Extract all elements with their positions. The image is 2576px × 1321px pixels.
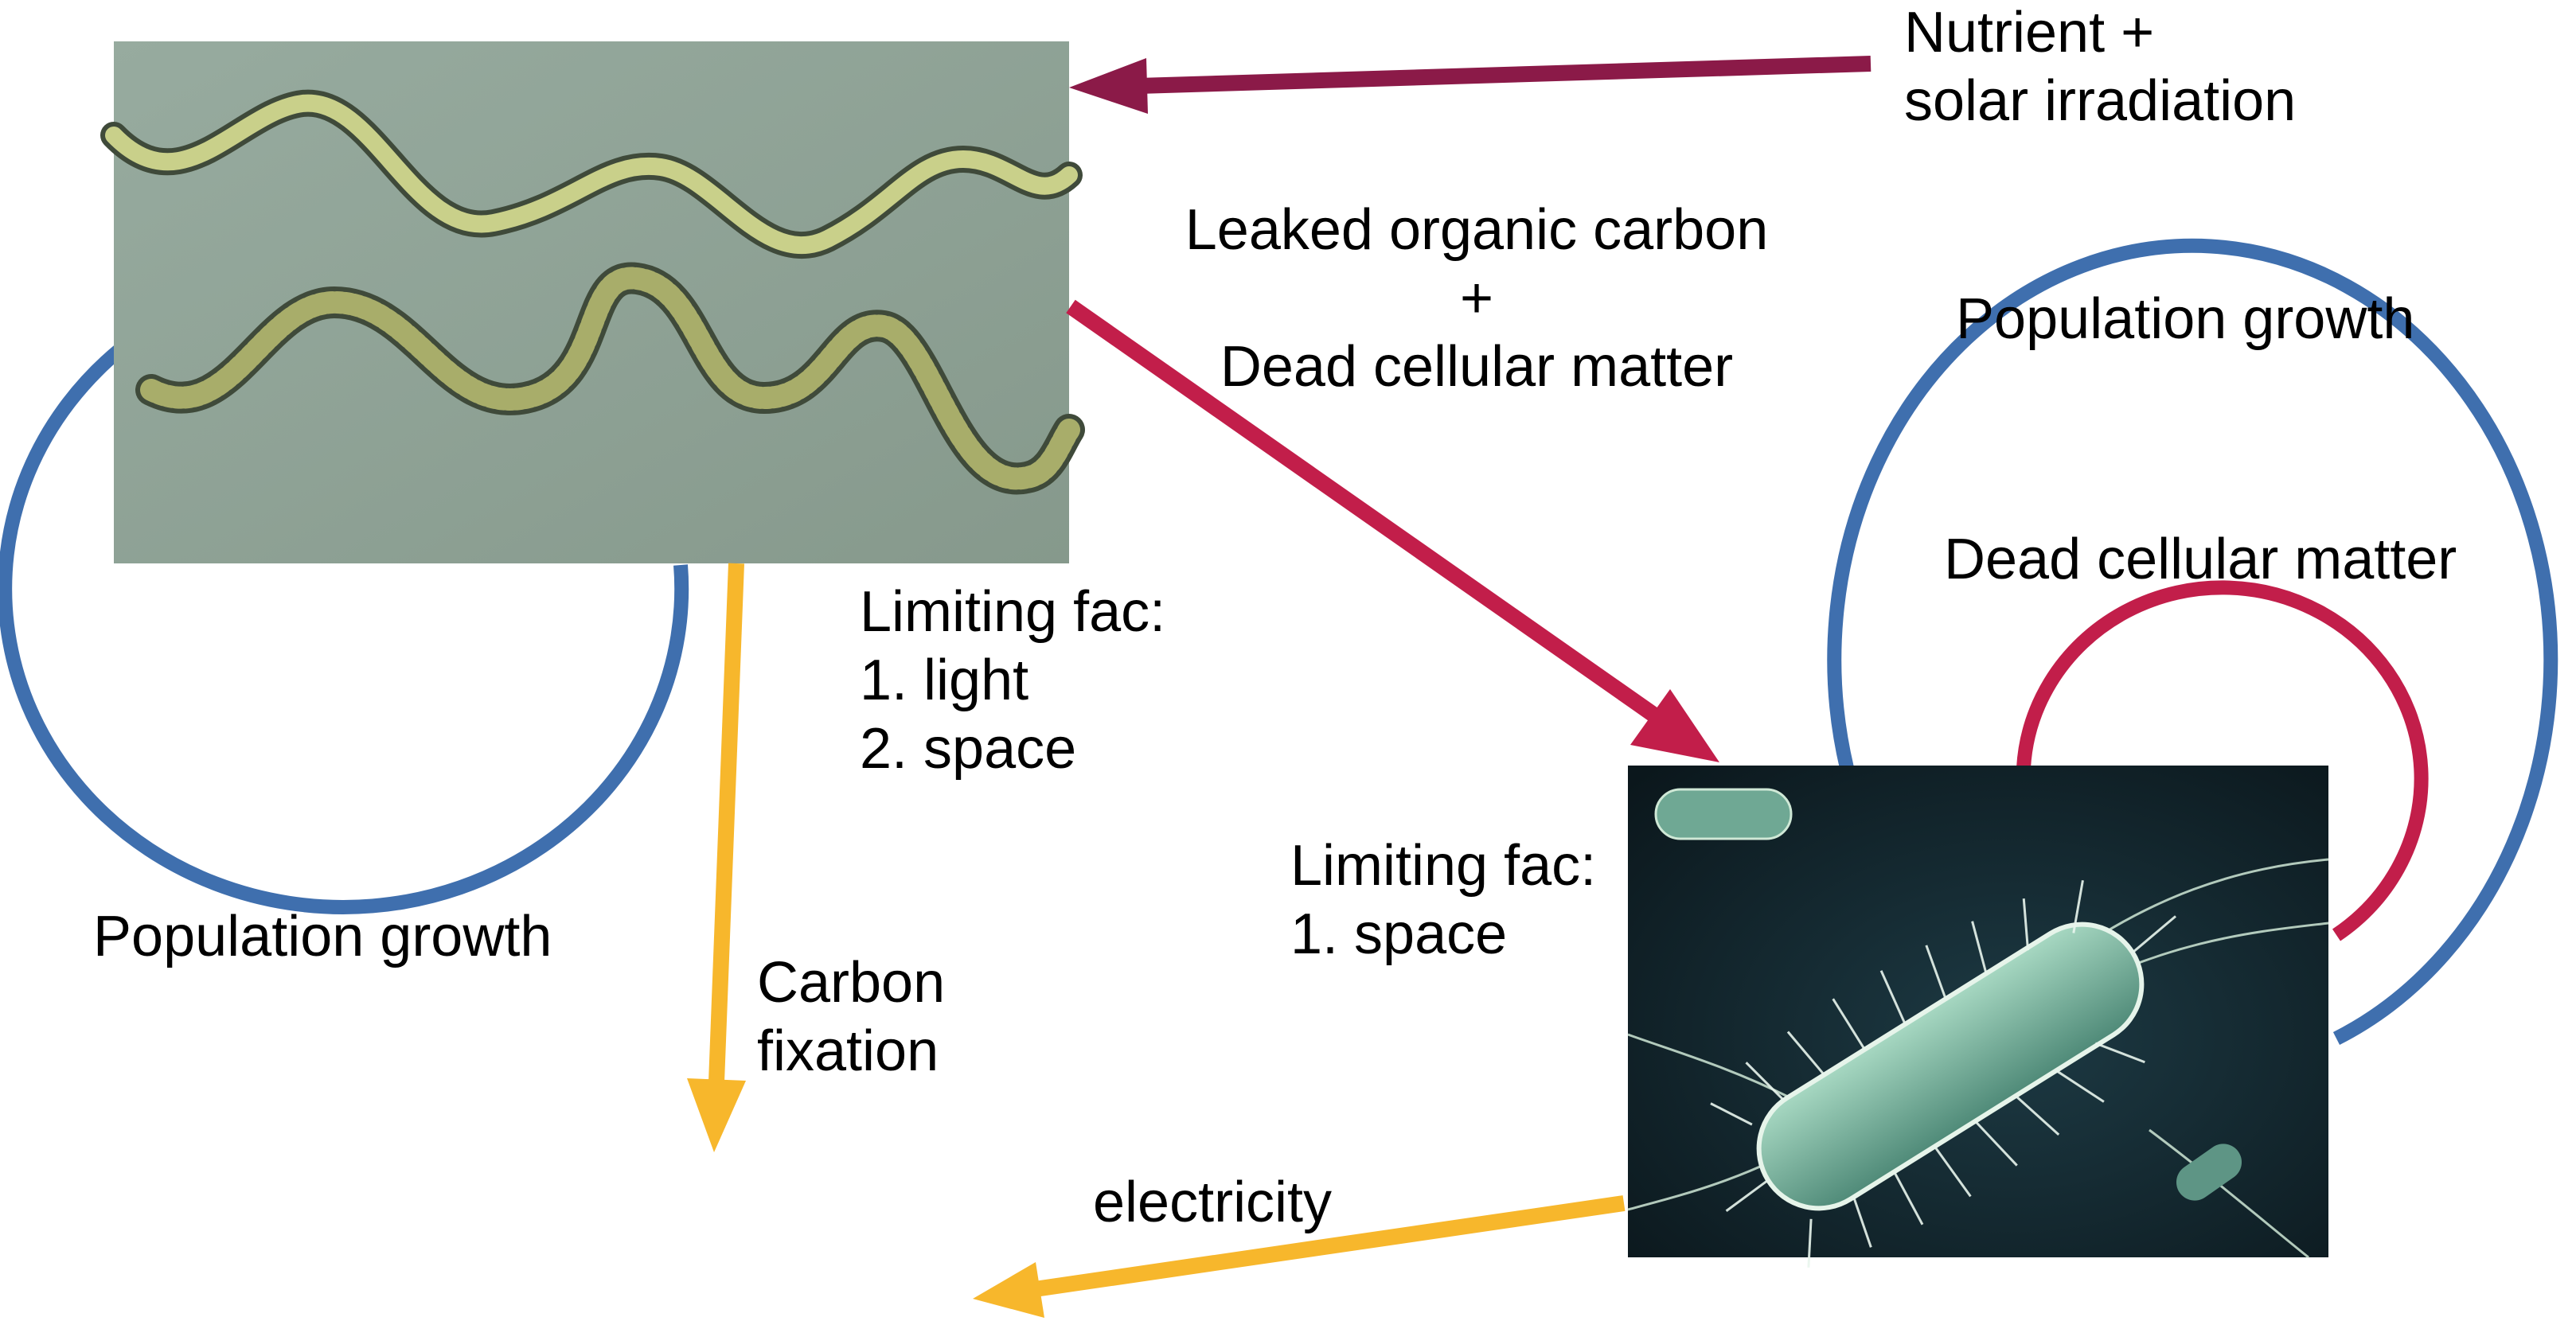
leaked-carbon-arrow	[1066, 299, 1719, 762]
dead-matter-loop	[2016, 580, 2429, 941]
bacteria-growth-label: Population growth	[1956, 287, 2415, 351]
carbon-fixation-label: Carbon fixation	[757, 951, 946, 1083]
bacterium-image	[1627, 766, 2329, 1268]
bacteria-limits-label: Limiting fac: 1. space	[1290, 834, 1597, 966]
bacteria-dead-matter-label: Dead cellular matter	[1944, 528, 2457, 591]
bacteria-growth-loop	[1827, 238, 2558, 1046]
nutrient-input-label: Nutrient + solar irradiation	[1904, 1, 2297, 133]
nutrient-arrow	[1069, 56, 1872, 114]
leaked-carbon-label: Leaked organic carbon + Dead cellular ma…	[1185, 198, 1769, 399]
electricity-label: electricity	[1093, 1171, 1333, 1234]
cyano-growth-loop	[0, 345, 689, 914]
bacterium-small-right	[2176, 1144, 2242, 1201]
cyano-limits-label: Limiting fac: 1. light 2. space	[860, 580, 1166, 781]
cyanobacteria-image	[100, 41, 1085, 563]
cyano-growth-label: Population growth	[93, 905, 552, 968]
electricity-arrow	[973, 1195, 1626, 1318]
carbon-fixation-arrow	[687, 563, 746, 1152]
bacterium-small-top	[1654, 788, 1793, 840]
